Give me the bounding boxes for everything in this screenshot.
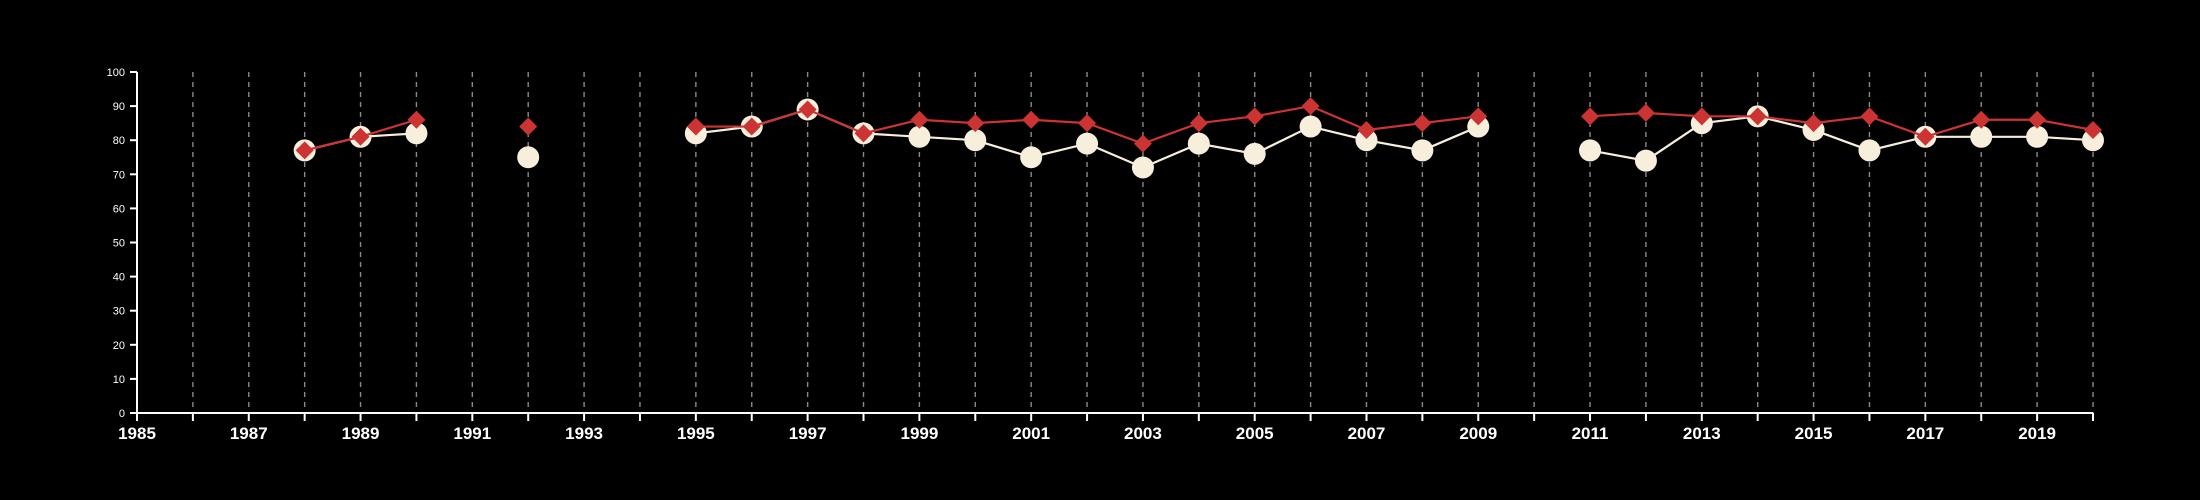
diamond-point-2005 xyxy=(1245,107,1264,126)
circle-point-2004 xyxy=(1187,132,1210,155)
x-tick-label-1993: 1993 xyxy=(565,424,603,443)
x-tick-label-2001: 2001 xyxy=(1012,424,1050,443)
x-tick-label-2011: 2011 xyxy=(1572,424,1609,443)
y-tick-label-30: 30 xyxy=(113,306,125,318)
series-layer xyxy=(293,97,2104,179)
x-tick-label-1999: 1999 xyxy=(900,424,938,443)
diamond-point-1988 xyxy=(295,141,314,160)
diamond-point-2006 xyxy=(1301,97,1320,116)
circle-point-1990 xyxy=(405,122,428,145)
diamond-point-2001 xyxy=(1022,110,1041,129)
circle-point-2003 xyxy=(1131,156,1154,179)
diamond-point-1989 xyxy=(351,127,370,146)
diamond-point-2019 xyxy=(2028,110,2047,129)
circle-point-2002 xyxy=(1076,132,1099,155)
circle-point-2000 xyxy=(964,129,987,152)
diamond-point-2011 xyxy=(1581,107,1600,126)
y-tick-label-0: 0 xyxy=(119,408,125,420)
y-tick-label-10: 10 xyxy=(113,374,125,386)
x-tick-label-2015: 2015 xyxy=(1795,424,1833,443)
diamond-point-2002 xyxy=(1078,114,1097,133)
series-circle-line-3 xyxy=(1589,115,2094,162)
circle-point-2008 xyxy=(1411,139,1434,162)
x-tick-label-1991: 1991 xyxy=(453,424,491,443)
diamond-point-2000 xyxy=(966,114,985,133)
diamond-point-1996 xyxy=(742,117,761,136)
vertical-grid xyxy=(192,72,2094,413)
diamond-point-1990 xyxy=(407,110,426,129)
x-tick-label-2005: 2005 xyxy=(1236,424,1274,443)
y-tick-label-100: 100 xyxy=(107,67,125,79)
diamond-point-2012 xyxy=(1636,103,1655,122)
y-tick-label-60: 60 xyxy=(113,203,125,215)
circle-point-1999 xyxy=(908,125,931,148)
circle-point-2007 xyxy=(1355,129,1378,152)
x-tick-label-2003: 2003 xyxy=(1124,424,1162,443)
diamond-point-2018 xyxy=(1972,110,1991,129)
diamond-point-2008 xyxy=(1413,114,1432,133)
y-tick-label-90: 90 xyxy=(113,101,125,113)
diamond-point-2017 xyxy=(1916,127,1935,146)
circle-point-2006 xyxy=(1299,115,1322,138)
circle-point-2019 xyxy=(2026,125,2049,148)
y-tick-label-80: 80 xyxy=(113,135,125,147)
y-tick-label-20: 20 xyxy=(113,340,125,352)
diamond-point-2016 xyxy=(1860,107,1879,126)
diamond-point-1992 xyxy=(519,117,538,136)
y-tick-label-50: 50 xyxy=(113,238,125,250)
x-tick-label-1987: 1987 xyxy=(230,424,268,443)
diamond-point-2003 xyxy=(1133,134,1152,153)
y-tick-label-70: 70 xyxy=(113,169,125,181)
x-tick-label-2019: 2019 xyxy=(2018,424,2056,443)
circle-point-1992 xyxy=(517,146,540,169)
diamond-point-2020 xyxy=(2084,120,2102,139)
y-tick-label-40: 40 xyxy=(113,272,125,284)
circle-point-2001 xyxy=(1020,146,1043,169)
series-diamond-line-3 xyxy=(1589,111,2094,138)
diamond-point-2015 xyxy=(1804,114,1823,133)
x-tick-label-2013: 2013 xyxy=(1683,424,1721,443)
circle-point-2011 xyxy=(1579,139,1602,162)
x-tick-label-1997: 1997 xyxy=(789,424,827,443)
circle-point-2005 xyxy=(1243,142,1266,165)
diamond-point-1995 xyxy=(686,117,705,136)
diamond-point-1997 xyxy=(798,100,817,119)
diamond-point-2013 xyxy=(1692,107,1711,126)
x-tick-label-2007: 2007 xyxy=(1348,424,1386,443)
series-diamond xyxy=(295,97,2102,160)
circle-point-2020 xyxy=(2082,129,2104,152)
diamond-point-2014 xyxy=(1748,107,1767,126)
diamond-point-1998 xyxy=(854,124,873,143)
circle-point-2018 xyxy=(1970,125,1993,148)
x-tick-label-1995: 1995 xyxy=(677,424,715,443)
diamond-point-2007 xyxy=(1357,120,1376,139)
x-tick-label-1989: 1989 xyxy=(342,424,380,443)
diamond-point-1999 xyxy=(910,110,929,129)
diamond-point-2004 xyxy=(1189,114,1208,133)
diamond-point-2009 xyxy=(1469,107,1488,126)
circle-point-2012 xyxy=(1634,149,1657,172)
x-tick-label-1985: 1985 xyxy=(118,424,156,443)
circle-point-2016 xyxy=(1858,139,1881,162)
circle-point-2009 xyxy=(1467,115,1490,138)
axes: 0 10 20 30 40 50 60 70 80 90 100 1985 1987 1989 1991 19… xyxy=(107,67,2094,443)
x-tick-label-2009: 2009 xyxy=(1459,424,1497,443)
x-tick-label-2017: 2017 xyxy=(1906,424,1944,443)
